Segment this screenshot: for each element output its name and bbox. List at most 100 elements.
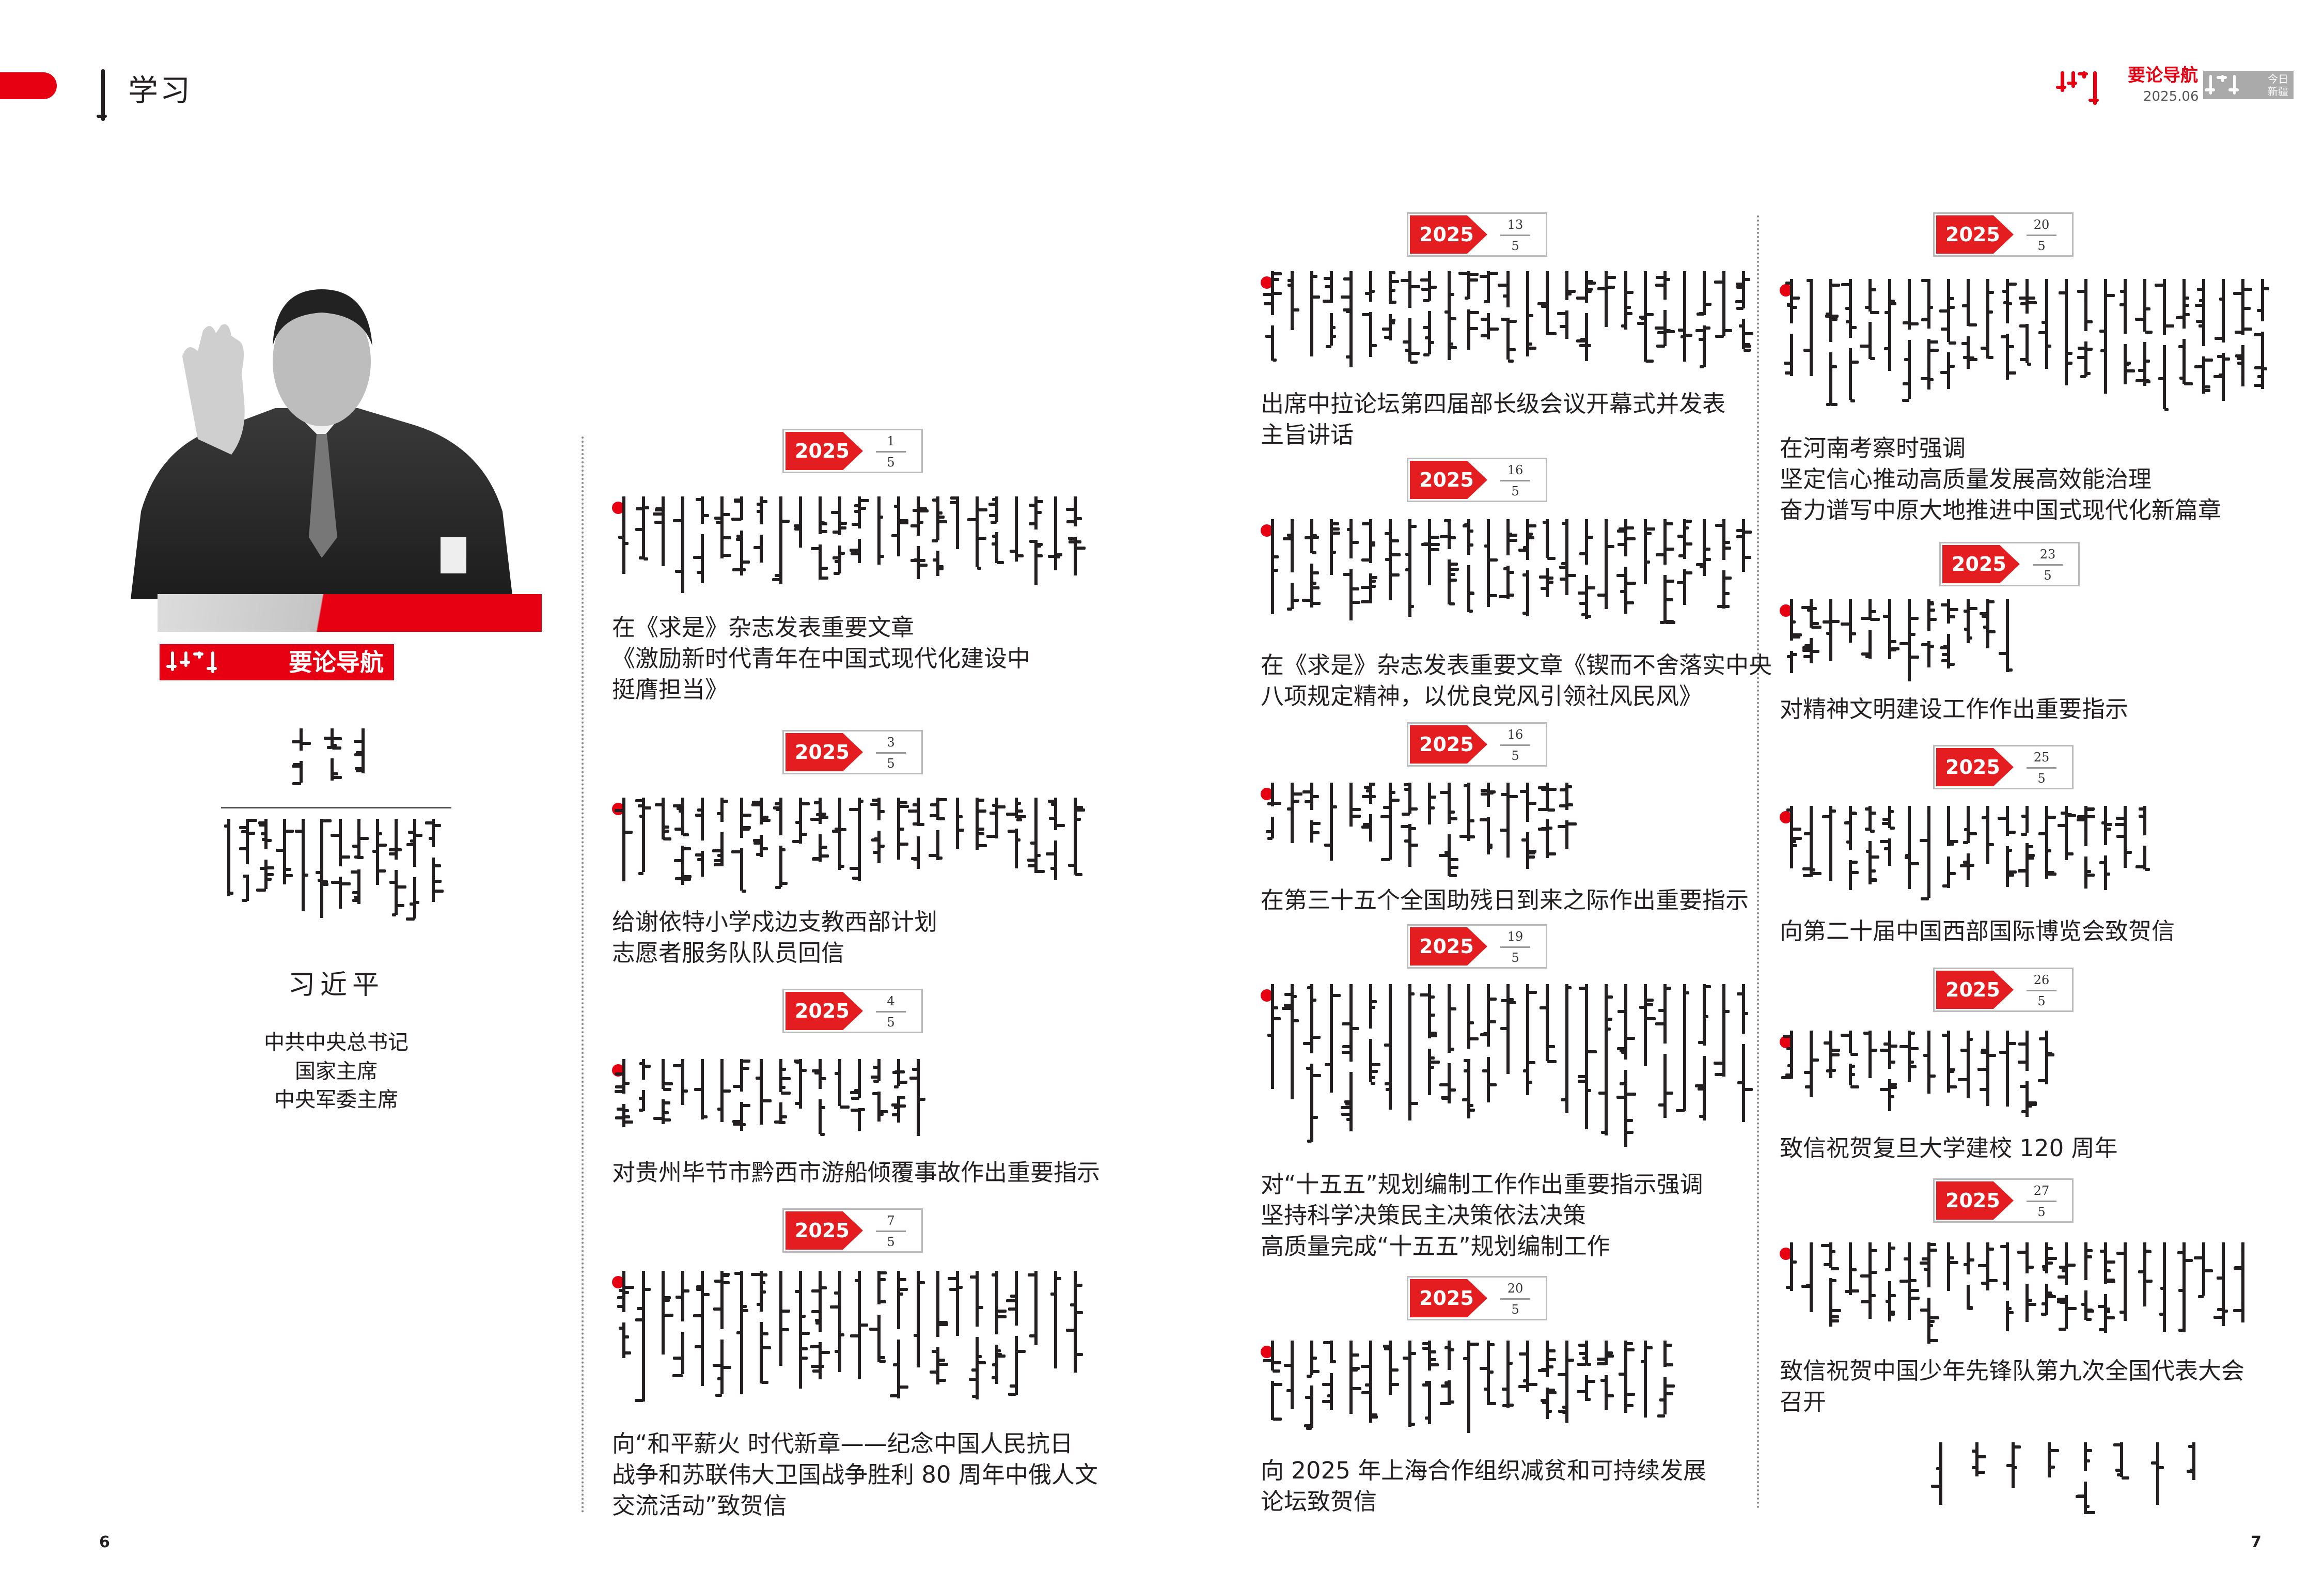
mongolian-glyph-tick bbox=[717, 853, 722, 857]
mongolian-glyph-tick bbox=[1036, 554, 1043, 557]
entry-title[interactable]: 在第三十五个全国助残日到来之际作出重要指示 bbox=[1261, 885, 1749, 916]
mongolian-glyph-stroke bbox=[2006, 846, 2009, 887]
mongolian-glyph-tick bbox=[1312, 795, 1319, 798]
mongolian-glyph-tick bbox=[378, 869, 386, 873]
mongolian-glyph-tick bbox=[1890, 1313, 1895, 1316]
mongolian-glyph-stroke bbox=[2025, 324, 2029, 364]
mongolian-glyph-tick bbox=[1305, 1396, 1312, 1399]
mongolian-glyph-tick bbox=[820, 854, 829, 858]
mongolian-glyph-tick bbox=[2159, 1312, 2164, 1316]
mongolian-glyph-tick bbox=[938, 516, 945, 519]
mongolian-glyph-stroke bbox=[877, 1092, 881, 1122]
mongolian-glyph-tick bbox=[1341, 1050, 1351, 1054]
mongolian-glyph-tick bbox=[854, 1279, 859, 1282]
entry-title-line: 对精神文明建设工作作出重要指示 bbox=[1780, 695, 2129, 723]
mongolian-glyph-tick bbox=[879, 1271, 887, 1275]
mongolian-glyph-tick bbox=[2197, 1295, 2204, 1298]
mongolian-glyph-tick bbox=[781, 1086, 786, 1089]
entry-title-line: 在《求是》杂志发表重要文章《锲而不舍落实中央 bbox=[1261, 651, 1772, 679]
entry-title[interactable]: 在河南考察时强调 坚定信心推动高质量发展高效能治理 奋力谱写中原大地推进中国式现代化… bbox=[1780, 433, 2221, 526]
mongolian-glyph-tick bbox=[742, 813, 751, 817]
mongolian-glyph-tick bbox=[409, 902, 415, 906]
mongolian-glyph-stroke bbox=[1565, 1341, 1568, 1423]
mongolian-glyph-stroke bbox=[720, 798, 724, 822]
mongolian-glyph-tick bbox=[1362, 522, 1371, 526]
mongolian-glyph-tick bbox=[1351, 587, 1360, 590]
mongolian-glyph-tick bbox=[2027, 296, 2035, 300]
entry-title[interactable]: 致信祝贺复旦大学建校 120 周年 bbox=[1780, 1133, 2118, 1164]
mongolian-glyph-tick bbox=[1577, 1080, 1587, 1083]
entry-title[interactable]: 对精神文明建设工作作出重要指示 bbox=[1780, 694, 2128, 725]
badge-month: 5 bbox=[1511, 749, 1519, 763]
mongolian-glyph-stroke bbox=[1888, 806, 1891, 829]
mongolian-glyph-tick bbox=[1056, 823, 1065, 827]
mongolian-glyph-stroke bbox=[1947, 1242, 1950, 1291]
mongolian-glyph-tick bbox=[1273, 801, 1281, 805]
mongolian-glyph-tick bbox=[1988, 843, 1994, 846]
mongolian-glyph-tick bbox=[2086, 874, 2095, 877]
mongolian-glyph-stroke bbox=[1506, 519, 1510, 555]
entry-title[interactable]: 出席中拉论坛第四届部长级会议开幕式并发表 主旨讲话 bbox=[1261, 388, 1725, 450]
mongolian-glyph-tick bbox=[930, 803, 938, 807]
mongolian-glyph-tick bbox=[1384, 1044, 1390, 1047]
mongolian-glyph-tick bbox=[1469, 1037, 1479, 1040]
mongolian-glyph-tick bbox=[2213, 375, 2223, 379]
mongolian-glyph-tick bbox=[752, 801, 761, 804]
mongolian-glyph-tick bbox=[1981, 1281, 1988, 1285]
mongolian-glyph-stroke bbox=[1683, 271, 1686, 362]
mongolian-glyph-tick bbox=[2235, 354, 2243, 358]
entry-title[interactable]: 对“十五五”规划编制工作作出重要指示强调 坚持科学决策民主决策依法决策 高质量完成“… bbox=[1261, 1169, 1703, 1262]
entry-title[interactable]: 给谢依特小学戍边支教西部计划 志愿者服务队队员回信 bbox=[612, 907, 937, 969]
entry-title[interactable]: 致信祝贺中国少年先锋队第九次全国代表大会 召开 bbox=[1780, 1356, 2244, 1418]
mongolian-glyph-tick bbox=[663, 1298, 670, 1302]
mongolian-glyph-tick bbox=[1744, 1011, 1749, 1015]
mongolian-glyph-stroke bbox=[1908, 806, 1911, 890]
mongolian-glyph-stroke bbox=[936, 1271, 939, 1337]
mongolian-person-name bbox=[289, 723, 392, 790]
mongolian-glyph-stroke bbox=[1849, 348, 1852, 400]
mongolian-glyph-tick bbox=[1890, 827, 1895, 830]
mongolian-glyph-tick bbox=[2145, 307, 2150, 310]
mongolian-glyph-stroke bbox=[838, 496, 841, 535]
badge-date: 7 5 bbox=[873, 1213, 909, 1250]
mongolian-glyph-tick bbox=[291, 740, 301, 743]
badge-month: 5 bbox=[1511, 1302, 1519, 1317]
entry-title[interactable]: 向“和平薪火 时代新章——纪念中国人民抗日 战争和苏联伟大卫国战争胜利 80 周年… bbox=[612, 1428, 1098, 1521]
fraction-bar bbox=[2027, 990, 2056, 991]
mongolian-glyph-tick bbox=[2122, 1476, 2129, 1480]
mongolian-glyph-tick bbox=[1587, 289, 1592, 293]
entry-title[interactable]: 在《求是》杂志发表重要文章 《激励新时代青年在中国式现代化建设中 挺膺担当》 bbox=[612, 612, 1030, 705]
mongolian-glyph-tick bbox=[1626, 1404, 1634, 1407]
mongolian-glyph-stroke bbox=[1624, 1070, 1627, 1147]
mongolian-glyph-stroke bbox=[1349, 1071, 1353, 1132]
mongolian-glyph-stroke bbox=[1428, 1381, 1431, 1424]
mongolian-glyph-stroke bbox=[1663, 575, 1667, 622]
mongolian-glyph-stroke bbox=[331, 758, 334, 781]
entry-title[interactable]: 在《求是》杂志发表重要文章《锲而不舍落实中央 八项规定精神，以优良党风引领社风民风… bbox=[1261, 650, 1772, 712]
page-number-left: 6 bbox=[99, 1533, 110, 1551]
mongolian-glyph-tick bbox=[1480, 789, 1488, 792]
mongolian-glyph-tick bbox=[1606, 1027, 1611, 1031]
mongolian-glyph-stroke bbox=[1428, 984, 1431, 1038]
mongolian-glyph-tick bbox=[1488, 998, 1497, 1001]
mongolian-glyph-stroke bbox=[227, 819, 230, 897]
mongolian-glyph-tick bbox=[2253, 383, 2263, 387]
mongolian-glyph-stroke bbox=[2006, 1242, 2009, 1290]
entry-title[interactable]: 对贵州毕节市黔西市游船倾覆事故作出重要指示 bbox=[612, 1157, 1100, 1188]
mongolian-glyph-tick bbox=[1704, 326, 1711, 330]
entry-title[interactable]: 向 2025 年上海合作组织减贫和可持续发展 论坛致贺信 bbox=[1261, 1455, 1706, 1517]
entry-title[interactable]: 向第二十届中国西部国际博览会致贺信 bbox=[1780, 916, 2175, 947]
mongolian-glyph-tick bbox=[1273, 1006, 1279, 1009]
mongolian-glyph-tick bbox=[1617, 1010, 1626, 1014]
mongolian-glyph-tick bbox=[1371, 1006, 1375, 1009]
mongolian-glyph-tick bbox=[1331, 1360, 1337, 1364]
mongolian-glyph-tick bbox=[1831, 1250, 1836, 1254]
mongolian-glyph-tick bbox=[1792, 635, 1801, 639]
mongolian-glyph-tick bbox=[918, 563, 928, 567]
mongolian-glyph-stroke bbox=[2045, 1031, 2048, 1085]
mongolian-glyph-tick bbox=[732, 1085, 742, 1088]
mongolian-glyph-tick bbox=[1306, 1375, 1312, 1378]
mongolian-glyph-tick bbox=[1410, 1351, 1417, 1355]
badge-year: 2025 bbox=[1410, 725, 1487, 764]
mongolian-glyph-tick bbox=[636, 1307, 643, 1311]
